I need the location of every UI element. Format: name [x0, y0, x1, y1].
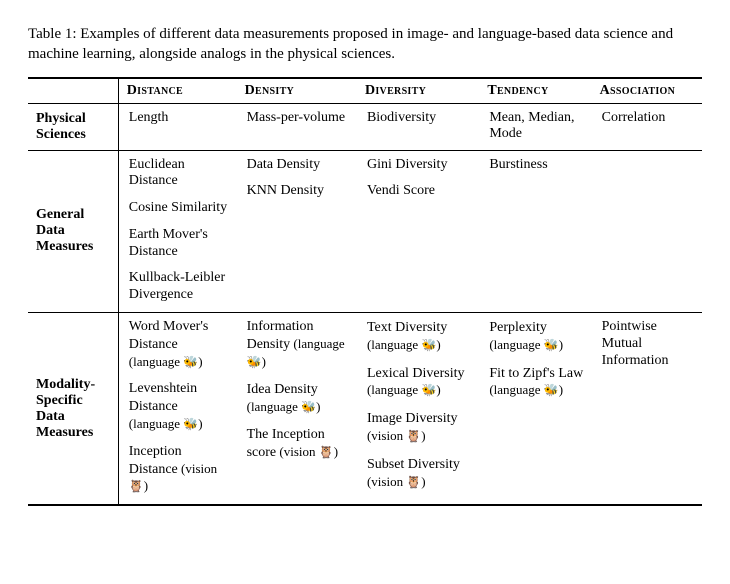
bee-icon: 🐝	[544, 338, 559, 352]
item-name: Pointwise Mutual Information	[602, 319, 669, 368]
bee-icon: 🐝	[544, 383, 559, 397]
owl-icon: 🦉	[319, 445, 334, 459]
item-tag-close: )	[262, 354, 266, 369]
general-distance: Euclidean Distance Cosine Similarity Earth…	[118, 150, 236, 313]
item-tag-close: )	[421, 428, 425, 443]
modality-row: Modality-Specific Data Measures Word Mov…	[28, 313, 702, 506]
list-item: Image Diversity (vision 🦉)	[367, 410, 471, 446]
owl-icon: 🦉	[406, 475, 421, 489]
list-item: Cosine Similarity	[129, 200, 229, 217]
item-tag-close: )	[436, 382, 440, 397]
physical-diversity: Biodiversity	[357, 103, 479, 150]
bee-icon: 🐝	[183, 417, 198, 431]
rowlabel-general: General Data Measures	[28, 150, 118, 313]
list-item: Vendi Score	[367, 183, 471, 200]
owl-icon: 🦉	[129, 479, 144, 493]
list-item: Earth Mover's Distance	[129, 227, 229, 261]
item-name: Perplexity	[489, 320, 547, 335]
general-density: Data Density KNN Density	[237, 150, 357, 313]
item-tag-close: )	[334, 444, 338, 459]
list-item: Idea Density (language 🐝)	[247, 381, 349, 417]
list-item: Euclidean Distance	[129, 157, 229, 191]
list-item: Fit to Zipf's Law (language 🐝)	[489, 365, 583, 401]
item-tag: (vision	[276, 444, 319, 459]
list-item: Text Diversity (language 🐝)	[367, 319, 471, 355]
modality-tendency: Perplexity (language 🐝)Fit to Zipf's Law…	[479, 313, 591, 506]
list-item: Burstiness	[489, 157, 583, 174]
item-tag-close: )	[436, 337, 440, 352]
modality-distance: Word Mover's Distance (language 🐝)Levens…	[118, 313, 236, 506]
item-tag: (language	[129, 354, 184, 369]
bee-icon: 🐝	[183, 355, 198, 369]
physical-distance: Length	[118, 103, 236, 150]
physical-density: Mass-per-volume	[237, 103, 357, 150]
modality-diversity: Text Diversity (language 🐝)Lexical Diver…	[357, 313, 479, 506]
item-tag-close: )	[144, 478, 148, 493]
item-tag: (language	[367, 337, 422, 352]
general-diversity: Gini Diversity Vendi Score	[357, 150, 479, 313]
list-item: Kullback-Leibler Divergence	[129, 270, 229, 304]
item-name: Levenshtein Distance	[129, 381, 197, 414]
modality-density: Information Density (language 🐝) Idea Den…	[237, 313, 357, 506]
item-name: Subset Diversity	[367, 457, 460, 472]
item-tag-close: )	[316, 399, 320, 414]
item-name: Text Diversity	[367, 320, 447, 335]
rowlabel-modality: Modality-Specific Data Measures	[28, 313, 118, 506]
physical-row: Physical Sciences Length Mass-per-volume…	[28, 103, 702, 150]
header-blank	[28, 78, 118, 104]
list-item: Pointwise Mutual Information	[602, 319, 694, 369]
item-tag: (vision	[178, 461, 217, 476]
list-item: Word Mover's Distance (language 🐝)	[129, 319, 229, 371]
list-item: Inception Distance (vision 🦉)	[129, 444, 229, 496]
item-tag: (vision	[367, 428, 406, 443]
list-item: Lexical Diversity (language 🐝)	[367, 365, 471, 401]
item-tag: (language	[489, 382, 544, 397]
table: Distance Density Diversity Tendency Asso…	[28, 77, 702, 507]
item-name: Inception Distance	[129, 444, 182, 477]
list-item: Levenshtein Distance (language 🐝)	[129, 381, 229, 433]
general-association	[592, 150, 702, 313]
item-name: Image Diversity	[367, 411, 458, 426]
table-caption: Table 1: Examples of different data meas…	[28, 24, 702, 65]
header-density: Density	[237, 78, 357, 104]
header-diversity: Diversity	[357, 78, 479, 104]
bee-icon: 🐝	[301, 400, 316, 414]
item-tag-close: )	[198, 416, 202, 431]
item-tag-close: )	[198, 354, 202, 369]
header-row: Distance Density Diversity Tendency Asso…	[28, 78, 702, 104]
header-association: Association	[592, 78, 702, 104]
header-distance: Distance	[118, 78, 236, 104]
bee-icon: 🐝	[247, 355, 262, 369]
item-tag-close: )	[559, 382, 563, 397]
item-tag: (language	[290, 336, 345, 351]
list-item: Data Density	[247, 157, 349, 174]
list-item: KNN Density	[247, 183, 349, 200]
modality-association: Pointwise Mutual Information	[592, 313, 702, 506]
item-tag: (language	[367, 382, 422, 397]
rowlabel-physical: Physical Sciences	[28, 103, 118, 150]
list-item: Perplexity (language 🐝)	[489, 319, 583, 355]
item-name: Fit to Zipf's Law	[489, 366, 583, 381]
item-tag: (language	[129, 416, 184, 431]
list-item: The Inception score (vision 🦉)	[247, 427, 349, 462]
general-row: General Data Measures Euclidean Distance…	[28, 150, 702, 313]
physical-association: Correlation	[592, 103, 702, 150]
physical-tendency: Mean, Median, Mode	[479, 103, 591, 150]
item-tag: (vision	[367, 474, 406, 489]
item-name: Lexical Diversity	[367, 366, 465, 381]
list-item: Information Density (language 🐝)	[247, 319, 349, 371]
list-item: Subset Diversity (vision 🦉)	[367, 456, 471, 492]
item-name: Idea Density	[247, 382, 318, 397]
bee-icon: 🐝	[421, 338, 436, 352]
item-tag-close: )	[421, 474, 425, 489]
item-name: Word Mover's Distance	[129, 319, 209, 352]
general-tendency: Burstiness	[479, 150, 591, 313]
header-tendency: Tendency	[479, 78, 591, 104]
item-tag: (language	[489, 337, 544, 352]
item-tag: (language	[247, 399, 302, 414]
owl-icon: 🦉	[406, 429, 421, 443]
item-tag-close: )	[559, 337, 563, 352]
list-item: Gini Diversity	[367, 157, 471, 174]
bee-icon: 🐝	[421, 383, 436, 397]
